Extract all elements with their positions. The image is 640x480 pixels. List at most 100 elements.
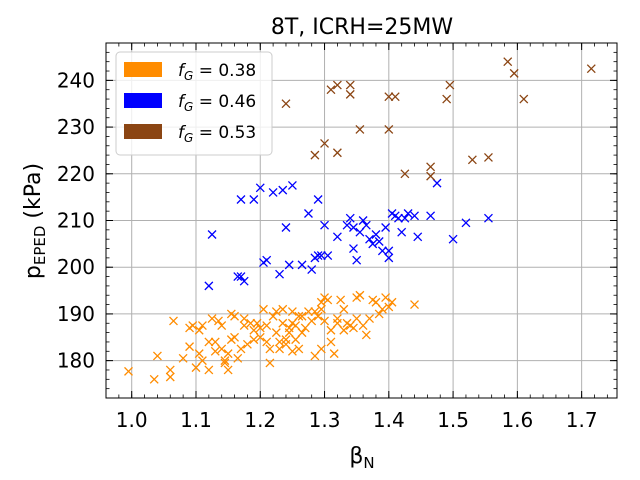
data-point bbox=[197, 356, 207, 366]
data-point bbox=[210, 337, 220, 347]
legend-label-base: f bbox=[178, 61, 187, 81]
data-point bbox=[265, 358, 275, 368]
data-point bbox=[271, 307, 281, 317]
data-point bbox=[204, 365, 214, 375]
x-tick-label: 1.7 bbox=[566, 408, 598, 432]
data-point bbox=[384, 92, 394, 102]
data-point bbox=[345, 80, 355, 90]
y-tick-label: 200 bbox=[57, 255, 95, 279]
data-point bbox=[426, 162, 436, 172]
data-point bbox=[287, 307, 297, 317]
data-point bbox=[275, 344, 285, 354]
data-point bbox=[194, 325, 204, 335]
x-axis-label-subscript: N bbox=[363, 454, 374, 472]
data-point bbox=[294, 344, 304, 354]
data-point bbox=[316, 251, 326, 260]
data-point bbox=[310, 351, 320, 361]
data-point bbox=[316, 304, 326, 314]
data-point bbox=[217, 344, 227, 354]
legend-label-subscript: G bbox=[184, 100, 193, 114]
x-tick-label: 1.1 bbox=[180, 408, 212, 432]
data-point bbox=[352, 314, 362, 324]
data-point bbox=[239, 314, 249, 324]
data-point bbox=[268, 311, 278, 321]
data-point bbox=[361, 330, 371, 340]
data-point bbox=[448, 234, 458, 244]
x-tick-label: 1.4 bbox=[373, 408, 405, 432]
data-point bbox=[194, 349, 204, 359]
legend-swatch bbox=[124, 62, 162, 77]
series-2 bbox=[281, 57, 596, 181]
legend-label: fG = 0.46 bbox=[178, 92, 256, 114]
data-point bbox=[483, 213, 493, 223]
data-point bbox=[188, 321, 198, 331]
data-point bbox=[323, 251, 333, 260]
data-point bbox=[220, 356, 230, 366]
data-point bbox=[519, 94, 529, 104]
data-point bbox=[426, 171, 436, 181]
data-point bbox=[355, 227, 365, 237]
data-point bbox=[384, 124, 394, 134]
data-point bbox=[316, 344, 326, 354]
legend-label: fG = 0.53 bbox=[178, 123, 256, 145]
data-point bbox=[355, 124, 365, 134]
data-point bbox=[275, 269, 285, 279]
data-point bbox=[217, 321, 227, 331]
data-point bbox=[152, 351, 162, 361]
data-point bbox=[403, 209, 413, 218]
data-point bbox=[246, 318, 256, 328]
axis-ticks: 1.0 1.1 1.2 1.3 1.4 1.5 1.6 1.7 180 190 200 210 220 2… bbox=[57, 42, 617, 432]
data-point bbox=[390, 92, 400, 102]
data-point bbox=[124, 366, 133, 376]
data-point bbox=[467, 155, 477, 165]
legend-swatch bbox=[124, 93, 162, 108]
data-point bbox=[236, 344, 246, 354]
data-point bbox=[332, 148, 342, 158]
x-tick-label: 1.5 bbox=[437, 408, 469, 432]
data-point bbox=[265, 344, 275, 354]
y-tick-label: 180 bbox=[57, 349, 95, 373]
x-axis-label: βN bbox=[349, 444, 374, 472]
data-point bbox=[165, 372, 175, 382]
data-point bbox=[262, 337, 272, 347]
legend-label-value: = 0.38 bbox=[193, 61, 256, 81]
data-point bbox=[400, 213, 410, 223]
y-tick-label: 220 bbox=[57, 162, 95, 186]
x-axis-label-base: β bbox=[349, 444, 363, 469]
data-point bbox=[384, 302, 394, 312]
data-point bbox=[384, 246, 394, 256]
data-point bbox=[313, 195, 323, 204]
legend-label-subscript: G bbox=[184, 69, 193, 83]
data-point bbox=[249, 335, 259, 345]
data-point bbox=[445, 80, 455, 90]
data-point bbox=[149, 374, 159, 384]
data-point bbox=[207, 314, 217, 324]
data-point bbox=[297, 311, 307, 321]
data-point bbox=[268, 188, 278, 197]
legend-label-value: = 0.53 bbox=[193, 123, 256, 143]
legend-label: fG = 0.38 bbox=[178, 61, 256, 83]
data-point bbox=[332, 318, 342, 328]
data-point bbox=[355, 290, 365, 300]
y-tick-label: 230 bbox=[57, 115, 95, 139]
data-point bbox=[503, 57, 513, 67]
data-point bbox=[349, 223, 358, 232]
data-point bbox=[410, 300, 419, 310]
data-point bbox=[377, 246, 387, 256]
data-point bbox=[381, 293, 391, 303]
x-tick-label: 1.0 bbox=[116, 408, 148, 432]
data-point bbox=[223, 349, 233, 359]
data-point bbox=[307, 265, 317, 275]
y-axis-label: pEPED (kPa) bbox=[21, 163, 49, 279]
data-point bbox=[291, 321, 301, 331]
data-point bbox=[259, 304, 268, 314]
data-point bbox=[284, 260, 294, 270]
data-point bbox=[214, 316, 223, 326]
data-point bbox=[400, 169, 410, 179]
data-point bbox=[371, 297, 381, 307]
legend-label-subscript: G bbox=[184, 131, 193, 145]
data-point bbox=[233, 272, 243, 282]
data-point bbox=[204, 337, 214, 347]
